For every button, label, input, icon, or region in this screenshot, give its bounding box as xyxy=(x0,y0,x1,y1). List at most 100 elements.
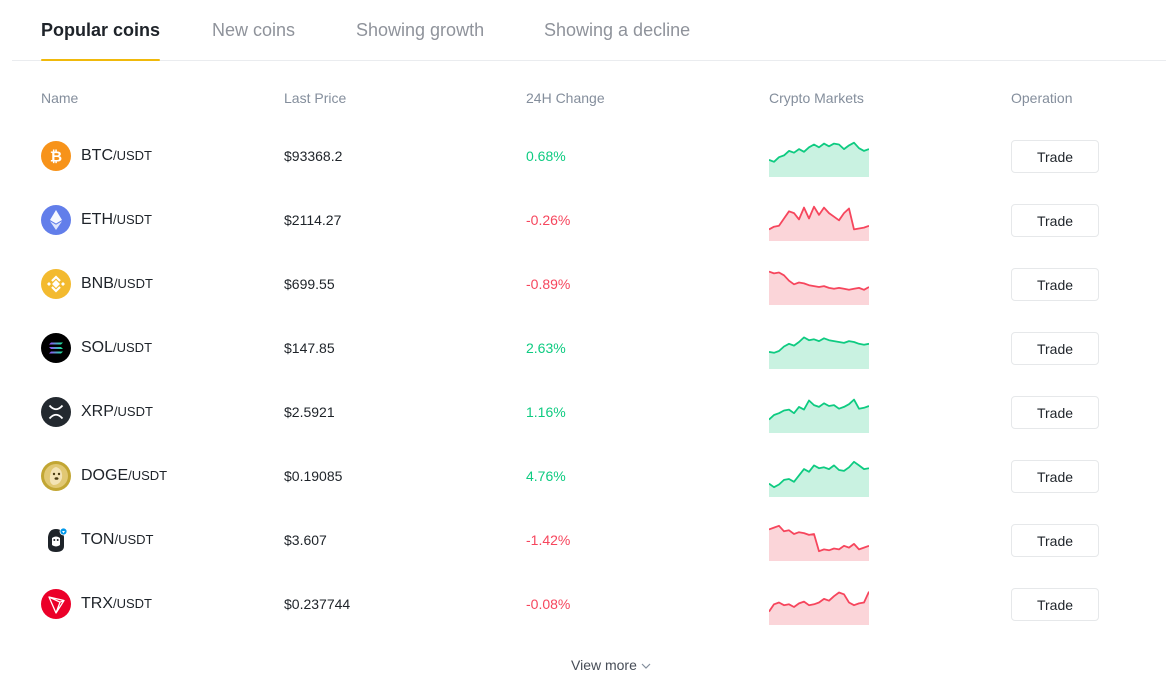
sparkline-area xyxy=(769,591,869,625)
coin-base: XRP xyxy=(81,403,114,420)
table-row[interactable]: DOGE/USDT $0.19085 4.76% Trade xyxy=(0,460,1168,525)
last-price: $699.55 xyxy=(284,276,335,292)
coin-pair[interactable]: XRP/USDT xyxy=(81,403,153,421)
tab-popular-coins[interactable]: Popular coins xyxy=(41,20,161,61)
change-24h: -1.42% xyxy=(526,532,571,548)
change-24h: -0.26% xyxy=(526,212,571,228)
market-sparkline xyxy=(768,514,870,562)
last-price: $2114.27 xyxy=(284,212,342,228)
trade-button[interactable]: Trade xyxy=(1011,588,1099,621)
trade-button[interactable]: Trade xyxy=(1011,268,1099,301)
trade-button[interactable]: Trade xyxy=(1011,396,1099,429)
last-price: $147.85 xyxy=(284,340,335,356)
change-24h: 1.16% xyxy=(526,404,566,420)
column-header-crypto-markets: Crypto Markets xyxy=(769,90,864,106)
table-row[interactable]: TON/USDT $3.607 -1.42% Trade xyxy=(0,524,1168,589)
column-header-operation: Operation xyxy=(1011,90,1073,106)
sparkline-area xyxy=(769,271,869,305)
coin-base: TRX xyxy=(81,595,113,612)
coin-quote: /USDT xyxy=(113,340,153,355)
sparkline-area xyxy=(769,206,869,241)
sparkline-line xyxy=(768,270,870,291)
table-row[interactable]: TRX/USDT $0.237744 -0.08% Trade xyxy=(0,588,1168,653)
coin-quote: /USDT xyxy=(113,276,153,291)
coin-quote: /USDT xyxy=(113,404,153,419)
sparkline-line xyxy=(768,205,870,231)
trade-button[interactable]: Trade xyxy=(1011,332,1099,365)
coin-pair[interactable]: BTC/USDT xyxy=(81,147,152,165)
sparkline-line xyxy=(768,591,870,613)
column-header-24h-change: 24H Change xyxy=(526,90,605,106)
coin-base: ETH xyxy=(81,211,113,228)
view-more-label: View more xyxy=(571,657,637,673)
table-header: Name Last Price 24H Change Crypto Market… xyxy=(0,90,1168,110)
trade-button[interactable]: Trade xyxy=(1011,524,1099,557)
coin-pair[interactable]: DOGE/USDT xyxy=(81,467,167,485)
sparkline-line xyxy=(768,336,870,354)
tron-icon xyxy=(41,589,71,619)
trade-button[interactable]: Trade xyxy=(1011,460,1099,493)
tab-showing-decline[interactable]: Showing a decline xyxy=(544,20,691,40)
table-row[interactable]: SOL/USDT $147.85 2.63% Trade xyxy=(0,332,1168,397)
coin-quote: /USDT xyxy=(128,468,168,483)
coin-quote: /USDT xyxy=(113,212,152,227)
coin-pair[interactable]: BNB/USDT xyxy=(81,275,153,293)
change-24h: -0.08% xyxy=(526,596,571,612)
solana-icon xyxy=(41,333,71,363)
coin-quote: /USDT xyxy=(114,532,154,547)
change-24h: 2.63% xyxy=(526,340,566,356)
tab-new-coins[interactable]: New coins xyxy=(212,20,296,40)
market-sparkline xyxy=(768,322,870,370)
coin-base: DOGE xyxy=(81,467,129,484)
category-tabs: Popular coins New coins Showing growth S… xyxy=(12,0,1166,61)
sparkline-area xyxy=(769,337,869,369)
bitcoin-icon: ₿ xyxy=(41,141,71,171)
coin-pair[interactable]: ETH/USDT xyxy=(81,211,152,229)
coin-base: BTC xyxy=(81,147,113,164)
table-row[interactable]: BNB/USDT $699.55 -0.89% Trade xyxy=(0,268,1168,333)
coin-pair[interactable]: SOL/USDT xyxy=(81,339,152,357)
sparkline-area xyxy=(769,461,869,497)
bnb-icon xyxy=(41,269,71,299)
market-sparkline xyxy=(768,258,870,306)
view-more-link[interactable]: View more xyxy=(571,657,651,673)
last-price: $93368.2 xyxy=(284,148,343,164)
sparkline-line xyxy=(768,524,870,553)
trade-button[interactable]: Trade xyxy=(1011,204,1099,237)
last-price: $3.607 xyxy=(284,532,327,548)
change-24h: 4.76% xyxy=(526,468,566,484)
doge-icon xyxy=(41,461,71,491)
coin-pair[interactable]: TRX/USDT xyxy=(81,595,152,613)
change-24h: 0.68% xyxy=(526,148,566,164)
trade-button[interactable]: Trade xyxy=(1011,140,1099,173)
market-sparkline xyxy=(768,386,870,434)
market-sparkline xyxy=(768,130,870,178)
change-24h: -0.89% xyxy=(526,276,571,292)
coin-base: BNB xyxy=(81,275,114,292)
xrp-icon xyxy=(41,397,71,427)
table-row[interactable]: ₿ BTC/USDT $93368.2 0.68% Trade xyxy=(0,140,1168,205)
last-price: $0.237744 xyxy=(284,596,351,612)
tab-showing-growth[interactable]: Showing growth xyxy=(356,20,485,40)
market-sparkline xyxy=(768,578,870,626)
coin-quote: /USDT xyxy=(113,148,152,163)
last-price: $0.19085 xyxy=(284,468,343,484)
sparkline-line xyxy=(768,460,870,489)
coin-quote: /USDT xyxy=(113,596,152,611)
table-row[interactable]: ETH/USDT $2114.27 -0.26% Trade xyxy=(0,204,1168,269)
last-price: $2.5921 xyxy=(284,404,335,420)
ethereum-icon xyxy=(41,205,71,235)
sparkline-line xyxy=(768,141,870,163)
table-row[interactable]: XRP/USDT $2.5921 1.16% Trade xyxy=(0,396,1168,461)
market-sparkline xyxy=(768,194,870,242)
coin-pair[interactable]: TON/USDT xyxy=(81,531,153,549)
sparkline-line xyxy=(768,398,870,421)
sparkline-area xyxy=(769,399,869,433)
column-header-last-price: Last Price xyxy=(284,90,347,106)
column-header-name: Name xyxy=(41,90,79,106)
chevron-down-icon xyxy=(641,657,651,673)
sparkline-area xyxy=(769,142,869,177)
market-sparkline xyxy=(768,450,870,498)
svg-text:₿: ₿ xyxy=(50,149,62,166)
ton-icon xyxy=(41,525,71,555)
